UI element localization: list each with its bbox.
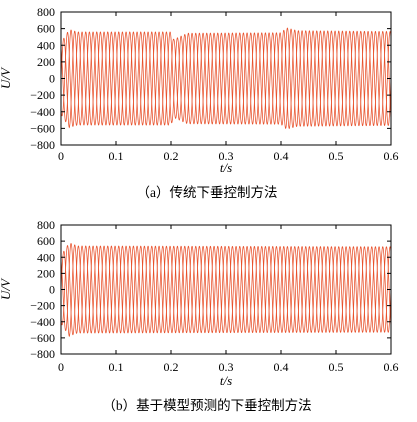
y-tick-label: −600 — [30, 331, 55, 345]
series-line-phase-1 — [61, 29, 391, 130]
x-tick-label: 0 — [58, 149, 64, 163]
x-tick-label: 0.1 — [109, 149, 124, 163]
y-tick-label: 600 — [37, 22, 55, 36]
y-tick-label: −800 — [30, 138, 55, 152]
x-axis-label: t/s — [220, 160, 232, 175]
x-tick-label: 0.3 — [219, 360, 234, 374]
series-line-phase-3 — [61, 242, 391, 334]
chart-b: 0 0.1 0.2 0.3 0.4 0.5 0.6 800 600 400 200 0 −200 −400… — [0, 218, 399, 413]
x-tick-label: 0 — [58, 360, 64, 374]
x-tick-label: 0.5 — [329, 149, 344, 163]
figure-caption: （b）基于模型预测的下垂控制方法 — [102, 397, 311, 413]
y-tick-label: 0 — [49, 283, 55, 297]
series-group — [61, 242, 391, 338]
y-tick-label: 400 — [37, 38, 55, 52]
series-group — [61, 27, 391, 130]
x-tick-label: 0.3 — [219, 149, 234, 163]
y-axis-label: U/V — [0, 277, 13, 300]
y-tick-label: −600 — [30, 121, 55, 135]
y-tick-label: 600 — [37, 234, 55, 248]
x-tick-label: 0.4 — [274, 149, 289, 163]
series-line-phase-2 — [61, 245, 391, 336]
x-tick-label: 0.4 — [274, 360, 289, 374]
x-tick-label: 0.6 — [384, 360, 399, 374]
chart-a: 0 0.1 0.2 0.3 0.4 0.5 0.6 800 600 400 200 0 −200 −400… — [0, 5, 399, 200]
x-tick-label: 0.2 — [164, 149, 179, 163]
y-tick-label: −200 — [30, 299, 55, 313]
x-tick-label: 0.6 — [384, 149, 399, 163]
y-tick-label: 200 — [37, 266, 55, 280]
y-tick-label: 800 — [37, 5, 55, 19]
y-tick-label: −400 — [30, 105, 55, 119]
y-tick-label: −800 — [30, 347, 55, 361]
y-tick-label: −400 — [30, 315, 55, 329]
x-tick-label: 0.2 — [164, 360, 179, 374]
series-line-phase-2 — [61, 27, 391, 128]
figure-caption: （a）传统下垂控制方法 — [137, 185, 278, 200]
y-tick-label: −200 — [30, 88, 55, 102]
y-tick-label: 200 — [37, 55, 55, 69]
x-tick-label: 0.5 — [329, 360, 344, 374]
y-tick-label: 400 — [37, 250, 55, 264]
series-line-phase-1 — [61, 244, 391, 338]
y-axis-label: U/V — [0, 66, 13, 89]
x-tick-label: 0.1 — [109, 360, 124, 374]
y-tick-label: 0 — [49, 72, 55, 86]
x-axis-label: t/s — [220, 373, 232, 388]
series-line-phase-3 — [61, 28, 391, 129]
y-tick-label: 800 — [37, 218, 55, 232]
